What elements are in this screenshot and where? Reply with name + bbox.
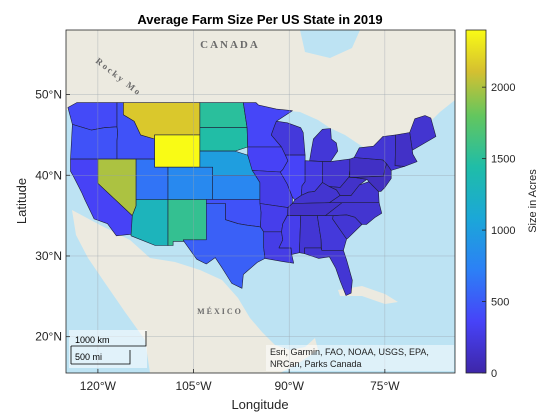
colorbar-tick-label: 500 [491, 297, 509, 309]
canada-label: CANADA [200, 39, 260, 51]
colorbar-tick-label: 0 [491, 368, 497, 380]
scale-bar-km-label: 1000 km [75, 335, 110, 345]
state-tx [183, 203, 266, 289]
colorbar-label: Size in Acres [527, 169, 539, 233]
cuba-island [338, 286, 398, 304]
scale-bar-background [69, 330, 147, 368]
y-tick-label: 40°N [35, 168, 62, 182]
state-ia [247, 146, 289, 173]
state-nj-de-md [349, 163, 392, 192]
attribution-line-2: NRCan, Parks Canada [270, 359, 362, 369]
mexico-landmass [72, 210, 318, 373]
map-title: Average Farm Size Per US State in 2019 [137, 12, 382, 27]
colorbar: 0 500 1000 1500 2000 Size in Acres [465, 29, 539, 380]
x-tick-label: 90°W [274, 379, 304, 393]
y-axis-label: Latitude [14, 178, 29, 224]
state-pa [349, 157, 388, 178]
state-co [167, 166, 213, 200]
state-sd [199, 127, 248, 152]
y-ticks: 20°N 30°N 40°N 50°N [35, 88, 70, 344]
scale-bar: 1000 km 500 mi [69, 330, 147, 368]
x-tick-label: 120°W [80, 379, 117, 393]
map-frame [65, 29, 456, 374]
state-wy [154, 134, 201, 168]
mexico-label: MÉXICO [197, 306, 243, 316]
canada-landmass [66, 30, 455, 158]
scale-bar-mi-label: 500 mi [75, 352, 102, 362]
x-tick-label: 75°W [370, 379, 400, 393]
colorbar-tick-label: 2000 [491, 82, 515, 94]
state-ks [212, 175, 261, 200]
y-tick-label: 50°N [35, 88, 62, 102]
state-new-england [394, 132, 418, 167]
y-tick-label: 30°N [35, 249, 62, 263]
states-layer [67, 102, 437, 296]
scale-bar-km-line [71, 331, 147, 347]
attribution-background [266, 345, 454, 371]
baja-peninsula [104, 240, 140, 324]
state-or [70, 124, 118, 160]
state-nm [167, 199, 207, 246]
colorbar-gradient [465, 29, 487, 374]
x-axis-label: Longitude [231, 397, 288, 412]
scale-bar-mi-line [70, 346, 131, 365]
state-fl [304, 247, 353, 296]
colorbar-tick-label: 1500 [491, 154, 515, 166]
y-tick-label: 20°N [35, 330, 62, 344]
graticule [66, 30, 455, 373]
map-area: CANADA MÉXICO Rocky Mo 1000 km 500 mi Es… [66, 30, 455, 373]
x-ticks: 120°W 105°W 90°W 75°W [80, 369, 400, 393]
attribution-line-1: Esri, Garmin, FAO, NOAA, USGS, EPA, [270, 347, 429, 357]
colorbar-ticks: 0 500 1000 1500 2000 [482, 82, 515, 380]
colorbar-tick-label: 1000 [491, 225, 515, 237]
x-tick-label: 105°W [175, 379, 212, 393]
state-nd [199, 102, 248, 128]
state-ms [278, 215, 301, 255]
hudson-bay [300, 30, 360, 58]
